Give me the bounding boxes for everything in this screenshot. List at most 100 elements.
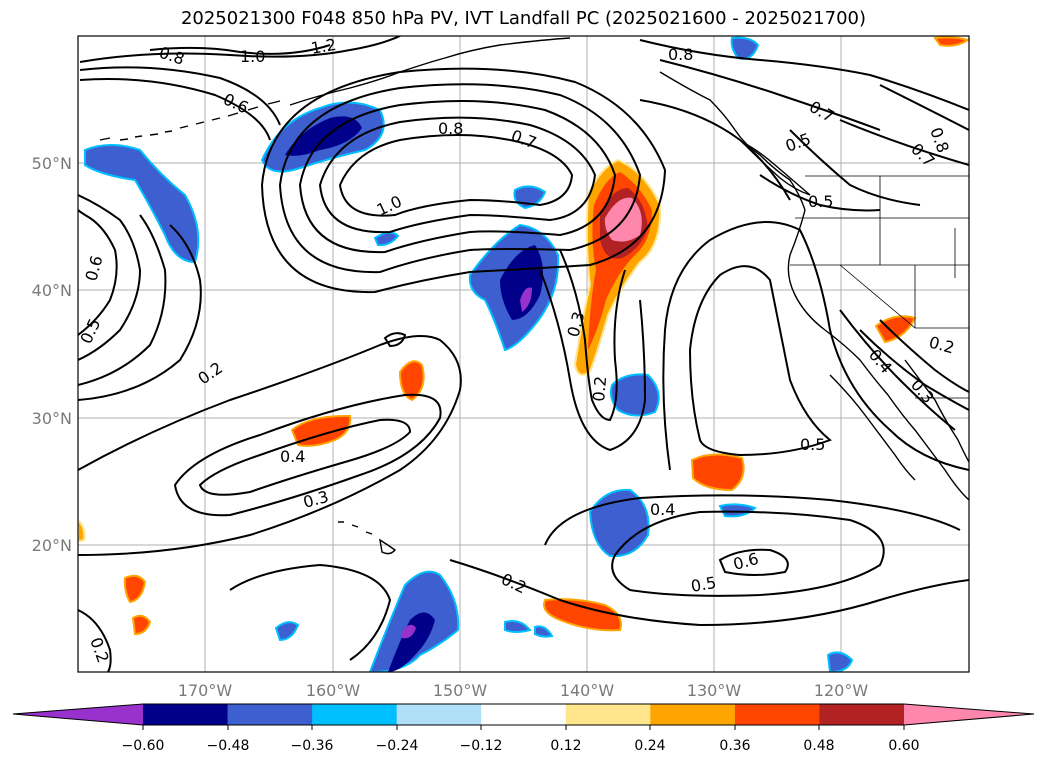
- pos-blob-25n: [690, 453, 745, 492]
- colorbar-segment: [396, 704, 482, 725]
- alaska-coast: [289, 37, 571, 106]
- negative-anomaly-shading: [84, 36, 854, 672]
- contour-0.8-center: [298, 100, 617, 254]
- aleutian-islands: [99, 100, 281, 141]
- contour-0.7-north: [79, 66, 281, 126]
- colorbar-max-extension: [904, 704, 1034, 725]
- contour-0.6-center: [260, 67, 667, 294]
- map-title: 2025021300 F048 850 hPa PV, IVT Landfall…: [180, 8, 867, 29]
- colorbar-segment: [565, 704, 651, 725]
- contour-0.2-southeast: [449, 559, 969, 627]
- lon-tick-labels: 170°W 160°W 150°W 140°W 130°W 120°W: [178, 681, 869, 700]
- contour-0.4-west: [78, 214, 167, 386]
- contour-0.7-coast: [659, 59, 881, 131]
- contour-0.2-south: [229, 563, 392, 661]
- lon-tick-label: 160°W: [306, 681, 361, 700]
- lon-tick-label: 170°W: [178, 681, 233, 700]
- colorbar-segment: [227, 704, 313, 725]
- lat-tick-label: 40°N: [32, 281, 72, 300]
- colorbar-tick-label: −0.60: [122, 738, 165, 754]
- contour-0.2-band: [78, 335, 462, 556]
- pos-blob-33n: [398, 360, 425, 402]
- colorbar-tick-label: 0.48: [803, 738, 834, 754]
- contour-0.5-east: [688, 265, 832, 457]
- lat-tick-label: 20°N: [32, 536, 72, 555]
- contour-0.6-southeast: [718, 548, 789, 576]
- contour-label: 0.5: [800, 435, 825, 454]
- pos-blob-sw-1: [123, 574, 147, 604]
- contour-0.4-southeast: [544, 494, 961, 546]
- neg-blob-aleutian-core: [285, 116, 362, 156]
- contour-0.3-trough: [559, 249, 626, 422]
- neg-blob-nw-coast: [730, 36, 760, 60]
- colorbar-segment: [819, 704, 905, 725]
- contour-0.5-pnw-b: [759, 174, 881, 212]
- lat-tick-label: 50°N: [32, 154, 72, 173]
- colorbar-tick-label: −0.12: [460, 738, 503, 754]
- gridlines: [78, 36, 969, 672]
- contour-0.6-north: [79, 78, 271, 141]
- contour-label: 0.5: [689, 573, 717, 596]
- contour-0.9-center: [318, 116, 597, 234]
- colorbar-segment: [734, 704, 820, 725]
- baja-coast: [829, 374, 916, 481]
- pos-blob-sw-2: [131, 614, 152, 636]
- contour-label: 0.2: [589, 375, 610, 402]
- colorbar-ticks: −0.60 −0.48 −0.36 −0.24 −0.12 0.12 0.24 …: [122, 725, 920, 754]
- neg-blob-22n: [588, 488, 650, 558]
- contour-labels: 0.8 1.0 1.2 0.6 0.8 0.7 1.0 0.6 0.5 0.2 …: [78, 35, 956, 665]
- colorbar-min-extension: [13, 704, 143, 725]
- state-borders: [790, 175, 969, 399]
- contour-0.7-center: [278, 83, 642, 274]
- pos-blob-15n: [543, 598, 622, 632]
- pos-blob-ne-corner: [933, 36, 969, 47]
- contour-0.3-west: [78, 224, 202, 401]
- colorbar-segment: [481, 704, 567, 725]
- colorbar-tick-label: 0.60: [888, 738, 919, 754]
- colorbar-tick-label: −0.24: [376, 738, 419, 754]
- hawaii: [338, 521, 397, 555]
- contour-0.5-coast: [639, 99, 791, 201]
- positive-anomaly-shading: [78, 36, 969, 636]
- lat-tick-labels: 50°N 40°N 30°N 20°N: [32, 154, 72, 555]
- lon-tick-label: 140°W: [560, 681, 615, 700]
- contour-0.8-ne: [879, 84, 969, 131]
- contour-label: 1.0: [240, 47, 265, 66]
- plot-area: 0.8 1.0 1.2 0.6 0.8 0.7 1.0 0.6 0.5 0.2 …: [78, 35, 969, 672]
- contour-label: 0.8: [438, 119, 463, 138]
- neg-blob-small-5: [504, 620, 532, 633]
- colorbar-tick-label: 0.36: [719, 738, 750, 754]
- pv-contours: [78, 36, 969, 672]
- us-west-coast: [787, 209, 969, 501]
- colorbar-segment: [143, 704, 229, 725]
- contour-label: 1.2: [309, 35, 337, 58]
- colorbar-segment: [650, 704, 736, 725]
- contour-1.0-center: [338, 134, 574, 217]
- contour-0.2-trough: [539, 269, 647, 452]
- lon-tick-label: 130°W: [687, 681, 742, 700]
- neg-blob-35n: [609, 373, 660, 417]
- contour-0.6-west: [78, 209, 118, 336]
- neg-blob-small-6: [534, 625, 554, 638]
- contour-0.4-band: [198, 418, 412, 496]
- contour-0.2-tip: [383, 332, 407, 348]
- neg-blob-center-min: [520, 287, 532, 312]
- colorbar-segments: [143, 704, 905, 725]
- colorbar-segment: [312, 704, 398, 725]
- contour-0.2-sw: [78, 609, 112, 672]
- contour-0.4-baja: [839, 309, 956, 431]
- contour-label: 0.4: [280, 447, 305, 466]
- gulf-of-california: [904, 359, 969, 463]
- contour-0.8-north: [79, 36, 401, 63]
- colorbar-tick-label: 0.24: [634, 738, 665, 754]
- colorbar-tick-label: −0.36: [291, 738, 334, 754]
- contour-0.5-west: [78, 194, 142, 361]
- lon-tick-label: 120°W: [814, 681, 869, 700]
- contour-0.3-baja: [879, 319, 969, 393]
- contour-0.4-east: [662, 221, 969, 471]
- colorbar: −0.60 −0.48 −0.36 −0.24 −0.12 0.12 0.24 …: [12, 703, 1035, 754]
- neg-blob-small-2: [718, 503, 757, 518]
- neg-blob-south-min: [402, 624, 416, 639]
- contour-0.7-ne: [839, 119, 969, 166]
